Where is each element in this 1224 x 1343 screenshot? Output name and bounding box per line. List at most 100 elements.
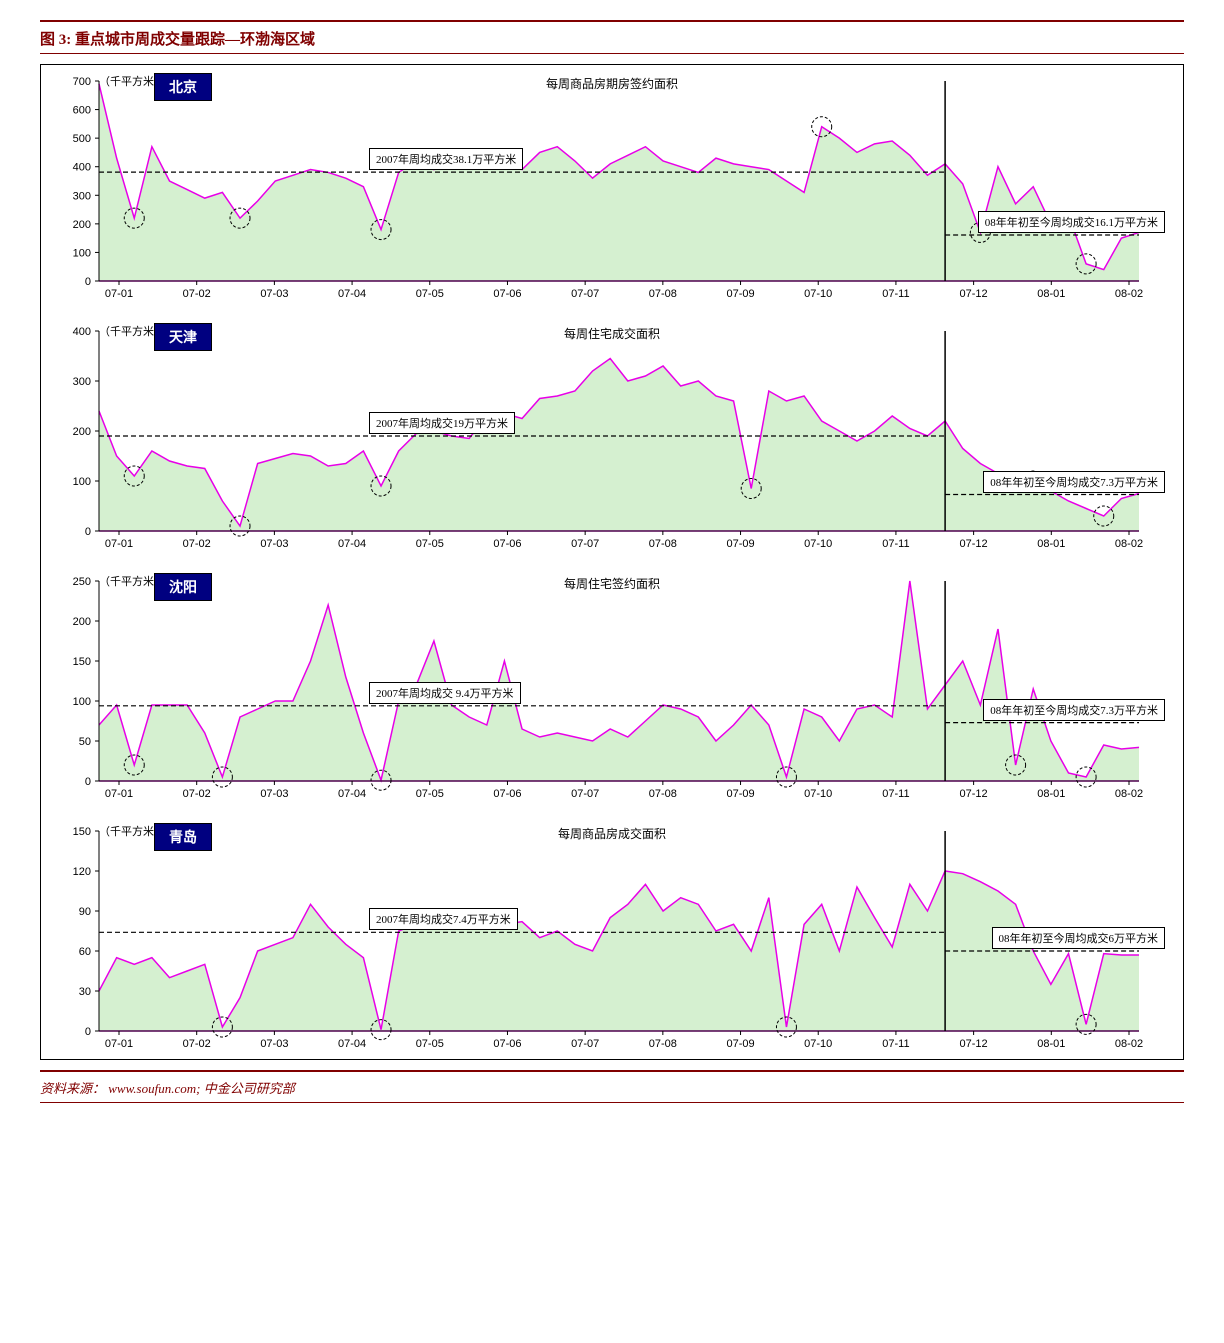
svg-text:07-06: 07-06 [493,288,521,300]
svg-text:07-03: 07-03 [260,288,288,300]
svg-text:0: 0 [85,1026,91,1038]
svg-text:0: 0 [85,776,91,788]
svg-text:08-01: 08-01 [1037,788,1065,800]
svg-text:30: 30 [79,986,91,998]
svg-text:400: 400 [73,162,91,174]
svg-text:100: 100 [73,247,91,259]
svg-text:50: 50 [79,736,91,748]
svg-text:700: 700 [73,76,91,88]
svg-text:07-03: 07-03 [260,788,288,800]
chart-沈阳: 0 50 100 150 200 250 07-01 07-02 07-03 07-04 07-0… [49,571,1175,801]
chart-svg: 0100200300400 07-0107-0207-0307-0407-050… [49,321,1149,551]
chart-svg: 0 100 200 300 400 500 600 700 07-01 07-02 07-03 07… [49,71,1149,301]
svg-text:07-03: 07-03 [260,1038,288,1050]
svg-text:07-11: 07-11 [882,1038,909,1050]
chart-北京: 0 100 200 300 400 500 600 700 07-01 07-02 07-03 07… [49,71,1175,301]
svg-text:08-01: 08-01 [1037,538,1065,550]
svg-text:07-12: 07-12 [960,288,988,300]
svg-text:07-12: 07-12 [960,1038,988,1050]
svg-text:07-01: 07-01 [105,1038,133,1050]
svg-text:07-07: 07-07 [571,1038,599,1050]
city-tag: 青岛 [154,823,212,851]
svg-text:07-11: 07-11 [882,788,909,800]
svg-text:07-06: 07-06 [493,788,521,800]
svg-text:120: 120 [73,866,91,878]
svg-text:150: 150 [73,656,91,668]
source-bar: 资料来源： www.soufun.com; 中金公司研究部 [40,1070,1184,1103]
svg-text:200: 200 [73,616,91,628]
svg-text:300: 300 [73,190,91,202]
chart-svg: 0306090120150 07-0107-0207-0307-0407-050… [49,821,1149,1051]
svg-text:07-04: 07-04 [338,288,366,300]
svg-text:150: 150 [73,826,91,838]
svg-text:07-03: 07-03 [260,538,288,550]
svg-text:07-05: 07-05 [416,788,444,800]
svg-text:07-05: 07-05 [416,1038,444,1050]
chart-subtitle: 每周商品房期房签约面积 [546,75,678,92]
svg-text:200: 200 [73,426,91,438]
avg08-label: 08年年初至今周均成交7.3万平方米 [983,699,1165,721]
svg-text:07-05: 07-05 [416,288,444,300]
svg-text:07-08: 07-08 [649,788,677,800]
svg-text:08-02: 08-02 [1115,788,1143,800]
svg-text:0: 0 [85,526,91,538]
city-tag: 天津 [154,323,212,351]
svg-text:07-08: 07-08 [649,288,677,300]
svg-text:07-10: 07-10 [804,788,832,800]
svg-text:0: 0 [85,276,91,288]
svg-text:500: 500 [73,133,91,145]
svg-text:08-02: 08-02 [1115,288,1143,300]
svg-text:07-04: 07-04 [338,538,366,550]
chart-天津: 0100200300400 07-0107-0207-0307-0407-050… [49,321,1175,551]
avg08-label: 08年年初至今周均成交6万平方米 [992,927,1166,949]
svg-text:07-02: 07-02 [183,288,211,300]
svg-text:07-07: 07-07 [571,788,599,800]
chart-青岛: 0306090120150 07-0107-0207-0307-0407-050… [49,821,1175,1051]
svg-text:07-06: 07-06 [493,1038,521,1050]
svg-text:60: 60 [79,946,91,958]
svg-text:08-01: 08-01 [1037,288,1065,300]
avg08-label: 08年年初至今周均成交16.1万平方米 [978,211,1165,233]
svg-text:600: 600 [73,105,91,117]
svg-text:200: 200 [73,219,91,231]
avg07-label: 2007年周均成交 9.4万平方米 [369,682,521,704]
svg-text:07-10: 07-10 [804,288,832,300]
figure-title-bar: 图 3: 重点城市周成交量跟踪—环渤海区域 [40,20,1184,54]
svg-text:07-11: 07-11 [882,288,909,300]
svg-text:07-09: 07-09 [726,1038,754,1050]
svg-text:300: 300 [73,376,91,388]
svg-text:90: 90 [79,906,91,918]
svg-text:07-11: 07-11 [882,538,909,550]
avg07-label: 2007年周均成交19万平方米 [369,412,515,434]
svg-text:08-02: 08-02 [1115,1038,1143,1050]
avg07-label: 2007年周均成交7.4万平方米 [369,908,518,930]
svg-text:07-01: 07-01 [105,288,133,300]
figure-title: 图 3: 重点城市周成交量跟踪—环渤海区域 [40,32,315,48]
svg-text:07-12: 07-12 [960,538,988,550]
svg-text:08-01: 08-01 [1037,1038,1065,1050]
svg-text:07-01: 07-01 [105,788,133,800]
svg-text:100: 100 [73,696,91,708]
chart-subtitle: 每周商品房成交面积 [558,825,666,842]
svg-text:07-04: 07-04 [338,788,366,800]
svg-text:07-08: 07-08 [649,1038,677,1050]
svg-text:100: 100 [73,476,91,488]
svg-text:07-10: 07-10 [804,1038,832,1050]
svg-text:07-09: 07-09 [726,538,754,550]
svg-text:07-06: 07-06 [493,538,521,550]
svg-text:07-09: 07-09 [726,288,754,300]
avg08-label: 08年年初至今周均成交7.3万平方米 [983,471,1165,493]
source-text: 资料来源： www.soufun.com; 中金公司研究部 [40,1081,295,1096]
svg-text:07-02: 07-02 [183,538,211,550]
avg07-label: 2007年周均成交38.1万平方米 [369,148,523,170]
city-tag: 北京 [154,73,212,101]
svg-text:07-05: 07-05 [416,538,444,550]
svg-text:07-02: 07-02 [183,788,211,800]
chart-subtitle: 每周住宅成交面积 [564,325,660,342]
svg-text:07-09: 07-09 [726,788,754,800]
chart-panel-container: 0100200300400500600700 07-0107-0207-0307… [40,64,1184,1060]
city-tag: 沈阳 [154,573,212,601]
svg-text:250: 250 [73,576,91,588]
chart-subtitle: 每周住宅签约面积 [564,575,660,592]
svg-text:07-10: 07-10 [804,538,832,550]
